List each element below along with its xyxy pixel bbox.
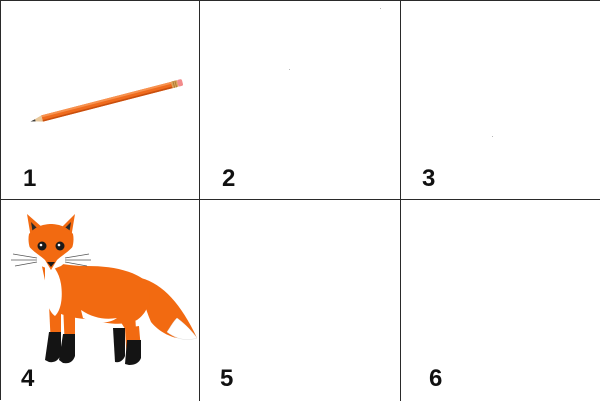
grid-cell-2[interactable]: 2 (200, 1, 401, 200)
cell-number: 2 (222, 165, 236, 192)
cell-number: 5 (220, 365, 234, 392)
grid-cell-5[interactable]: 5 (200, 200, 401, 401)
speck (380, 8, 381, 9)
grid-cell-4[interactable]: 4 (1, 200, 200, 401)
cell-number: 6 (429, 365, 443, 392)
speck (289, 69, 290, 70)
grid-cell-1[interactable]: 1 (1, 1, 200, 200)
grid-cell-6[interactable]: 6 (401, 200, 600, 401)
grid-cell-3[interactable]: 3 (401, 1, 600, 200)
fox-icon (11, 214, 198, 365)
speck (492, 136, 493, 137)
cell-number: 4 (21, 365, 35, 392)
pencil-icon (30, 79, 184, 122)
cell-number: 3 (422, 165, 436, 192)
cell-number: 1 (23, 165, 37, 192)
